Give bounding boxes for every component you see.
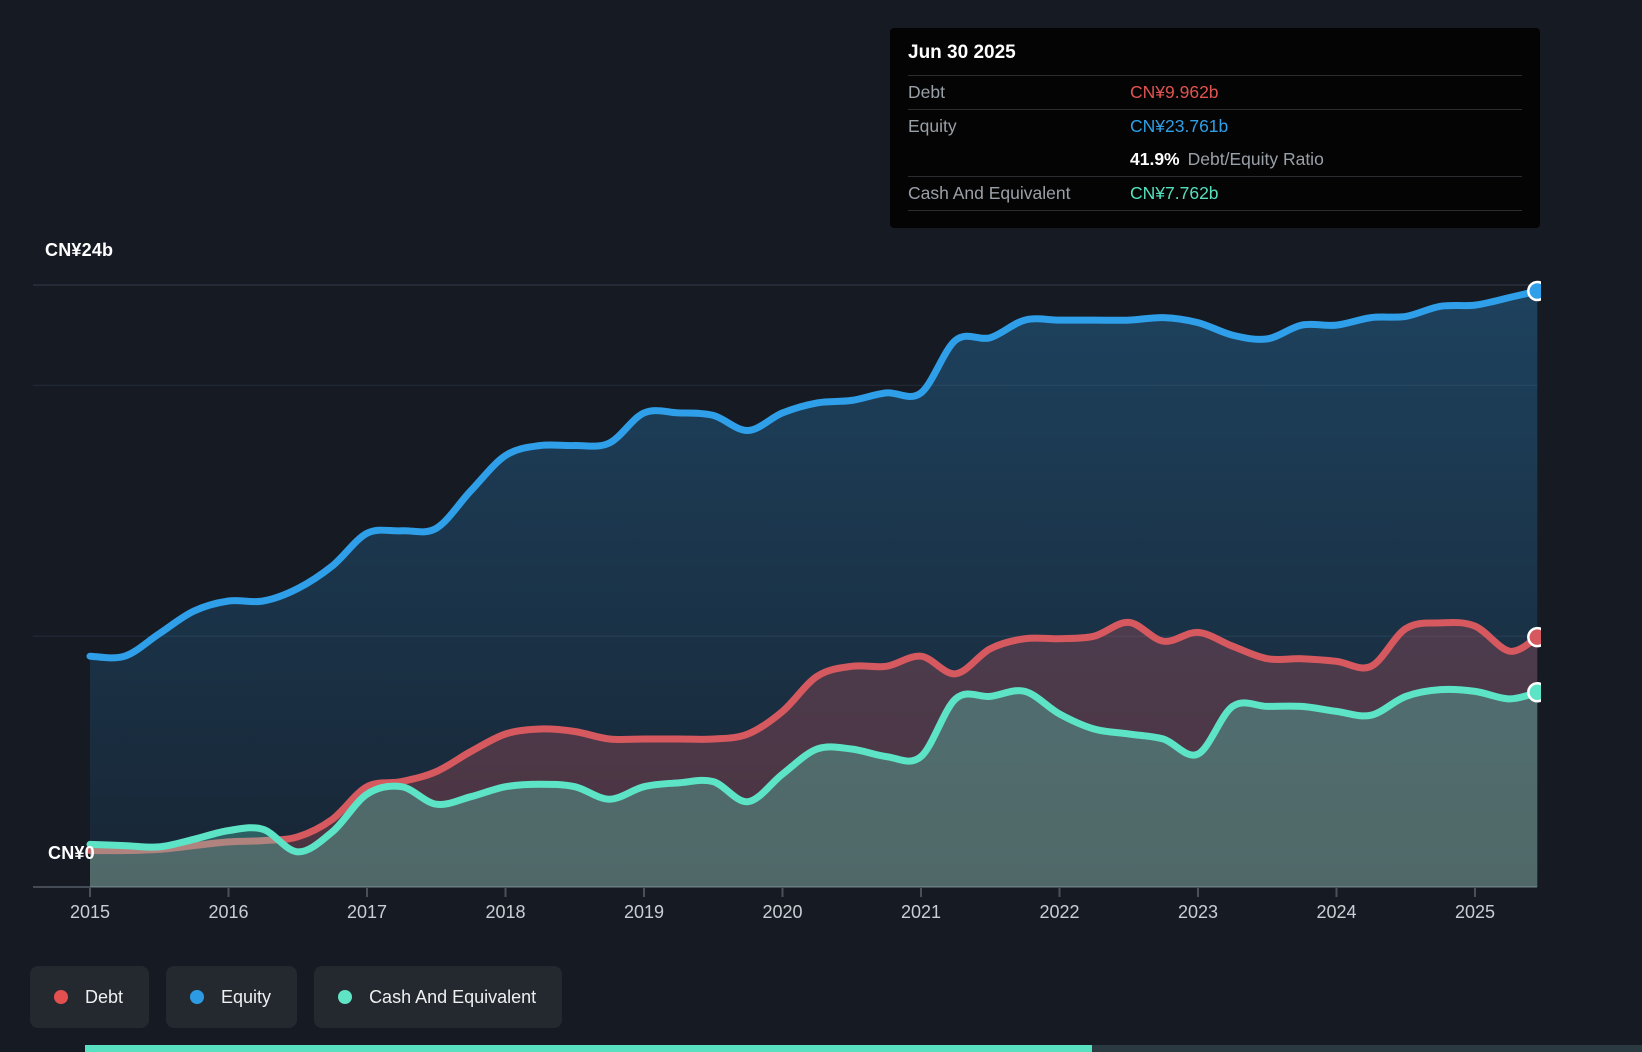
x-axis-year-label: 2015 bbox=[70, 902, 110, 922]
x-axis-year-label: 2017 bbox=[347, 902, 387, 922]
marker-debt bbox=[1527, 626, 1541, 648]
legend-chip-debt[interactable]: Debt bbox=[30, 966, 150, 1028]
legend-cash-label: Cash And Equivalent bbox=[369, 986, 537, 1007]
y-axis-zero-label: CN¥0 bbox=[48, 843, 95, 863]
marker-equity bbox=[1527, 280, 1541, 302]
y-axis-max-label: CN¥24b bbox=[45, 240, 114, 260]
timeline-scrubber[interactable] bbox=[85, 1045, 1642, 1052]
x-axis-year-label: 2020 bbox=[762, 902, 802, 922]
legend-chip-cash[interactable]: Cash And Equivalent bbox=[314, 966, 563, 1028]
line-cash-and-equivalent bbox=[86, 685, 1541, 856]
marker-cash-and-equivalent bbox=[1527, 682, 1541, 703]
tooltip-row-debt: Debt CN¥9.962b bbox=[908, 75, 1522, 109]
x-axis-year-label: 2019 bbox=[624, 902, 664, 922]
x-axis-year-label: 2025 bbox=[1455, 902, 1495, 922]
tooltip-row-ratio: 41.9% Debt/Equity Ratio bbox=[908, 143, 1522, 176]
legend-debt-label: Debt bbox=[85, 986, 124, 1007]
plot-area bbox=[33, 280, 1541, 897]
chart-tooltip: Jun 30 2025 Debt CN¥9.962b Equity CN¥23.… bbox=[890, 28, 1540, 228]
area-cash-and-equivalent bbox=[90, 689, 1538, 887]
debt-dot-icon bbox=[54, 990, 68, 1004]
legend-equity-label: Equity bbox=[221, 986, 272, 1007]
x-axis-year-label: 2016 bbox=[208, 902, 248, 922]
tooltip-row-equity: Equity CN¥23.761b bbox=[908, 109, 1522, 143]
x-axis-year-label: 2023 bbox=[1178, 902, 1218, 922]
tooltip-ratio-value: 41.9% bbox=[1130, 149, 1180, 169]
x-axis-year-label: 2022 bbox=[1039, 902, 1079, 922]
tooltip-cash-value: CN¥7.762b bbox=[1130, 183, 1219, 203]
tooltip-debt-value: CN¥9.962b bbox=[1130, 82, 1219, 102]
tooltip-row-cash: Cash And Equivalent CN¥7.762b bbox=[908, 176, 1522, 210]
tooltip-date: Jun 30 2025 bbox=[908, 42, 1016, 63]
tooltip-cash-label: Cash And Equivalent bbox=[908, 183, 1071, 203]
line-debt bbox=[86, 618, 1541, 855]
equity-dot-icon bbox=[190, 990, 205, 1004]
tooltip-ratio-label: Debt/Equity Ratio bbox=[1187, 149, 1324, 169]
tooltip-equity-label: Equity bbox=[908, 116, 957, 136]
x-axis-year-label: 2021 bbox=[901, 902, 941, 922]
legend-chip-equity[interactable]: Equity bbox=[166, 966, 298, 1028]
x-axis-year-label: 2018 bbox=[485, 902, 525, 922]
cash-dot-icon bbox=[338, 990, 353, 1004]
area-debt bbox=[90, 622, 1538, 887]
tooltip-debt-label: Debt bbox=[908, 82, 945, 102]
chart-legend: Debt Equity Cash And Equivalent bbox=[30, 966, 563, 1028]
x-axis-year-label: 2024 bbox=[1316, 902, 1356, 922]
tooltip-equity-value: CN¥23.761b bbox=[1130, 116, 1229, 136]
timeline-scrubber-fill bbox=[85, 1045, 1092, 1052]
area-equity bbox=[90, 291, 1538, 887]
line-equity bbox=[86, 287, 1541, 662]
